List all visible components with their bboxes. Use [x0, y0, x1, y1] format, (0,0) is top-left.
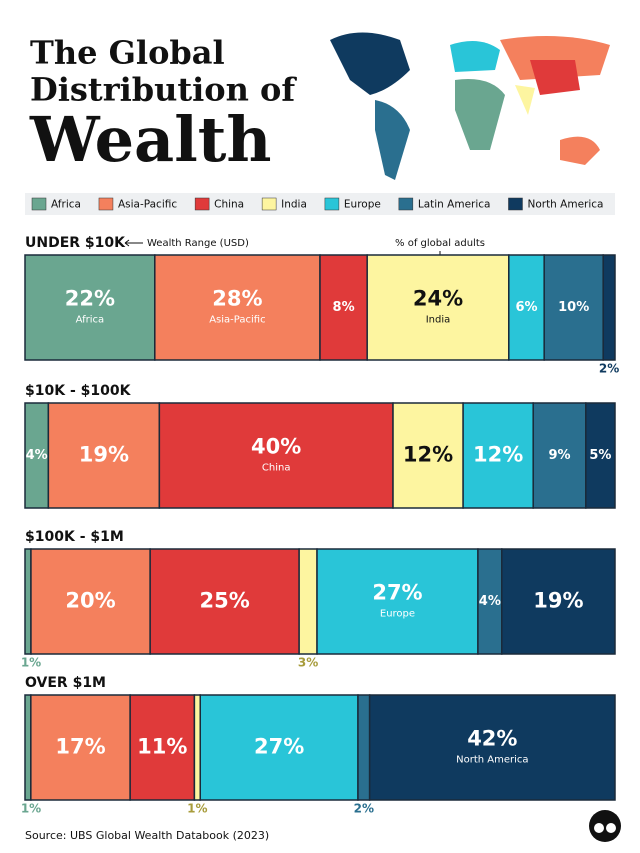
legend-label: India: [281, 199, 307, 211]
legend-swatch: [324, 197, 340, 211]
value-label: 3%: [298, 656, 318, 670]
legend-swatch: [398, 197, 414, 211]
value-label: 22%: [65, 287, 115, 311]
map-north-america: [330, 32, 410, 95]
value-label: 20%: [65, 589, 115, 613]
segment-label: North America: [456, 755, 528, 766]
value-label: 1%: [21, 802, 41, 816]
legend-swatch: [98, 197, 114, 211]
value-label: 42%: [467, 727, 517, 751]
row-label: UNDER $10K: [25, 235, 126, 251]
bar-segment: [24, 548, 32, 655]
annotation: Wealth Range (USD): [147, 238, 249, 249]
bar-segment: [193, 694, 201, 801]
legend-label: Europe: [344, 199, 381, 211]
bar-segment: [357, 694, 371, 801]
bar-segment: [158, 402, 394, 509]
value-label: 4%: [26, 448, 48, 463]
legend-swatch: [31, 197, 47, 211]
legend-background: [25, 193, 615, 215]
logo: [589, 810, 621, 842]
bar-segment: [199, 694, 359, 801]
legend-swatch: [508, 197, 523, 211]
segment-label: Europe: [380, 609, 415, 620]
value-label: 27%: [372, 581, 422, 605]
row-label: $100K - $1M: [25, 529, 124, 545]
legend-swatch: [261, 197, 277, 211]
legend-label: Latin America: [418, 199, 491, 211]
row-label: $10K - $100K: [25, 383, 132, 399]
bar-segment: [24, 254, 156, 361]
bar-segment: [30, 548, 151, 655]
map-europe: [450, 41, 500, 72]
value-label: 5%: [589, 448, 611, 463]
bar-segment: [24, 694, 32, 801]
title-line: The Global: [30, 34, 225, 72]
bar-segment: [129, 694, 196, 801]
bar-segment: [319, 254, 368, 361]
legend-label: Africa: [51, 199, 81, 211]
value-label: 12%: [403, 443, 453, 467]
map-india: [515, 85, 535, 115]
logo-eye: [594, 823, 604, 833]
annotation-arrow: [124, 239, 143, 247]
legend-label: North America: [527, 199, 603, 211]
title-line: Distribution of: [30, 71, 297, 109]
map-africa: [455, 79, 505, 150]
bar-segment: [585, 402, 616, 509]
value-label: 8%: [333, 300, 355, 315]
value-label: 19%: [533, 589, 583, 613]
map-latin-america: [375, 100, 410, 180]
row-label: OVER $1M: [25, 675, 106, 691]
value-label: 12%: [473, 443, 523, 467]
map-asia: [500, 36, 610, 80]
bar-segment: [366, 254, 510, 361]
segment-label: India: [426, 315, 451, 326]
bar-segment: [298, 548, 318, 655]
bar-segment: [149, 548, 300, 655]
map-china: [530, 60, 580, 95]
value-label: 28%: [212, 287, 262, 311]
title-line: Wealth: [29, 103, 271, 176]
bar-segment: [30, 694, 131, 801]
bar-segment: [602, 254, 616, 361]
segment-label: Asia-Pacific: [209, 315, 265, 326]
bar-segment: [368, 694, 616, 801]
legend-label: China: [214, 199, 244, 211]
bar-segment: [316, 548, 479, 655]
value-label: 9%: [548, 448, 570, 463]
value-label: 24%: [413, 287, 463, 311]
value-label: 17%: [55, 735, 105, 759]
source: Source: UBS Global Wealth Databook (2023…: [25, 829, 269, 842]
bar-segment: [154, 254, 321, 361]
bar-segment: [508, 254, 545, 361]
bar-segment: [501, 548, 616, 655]
legend-swatch: [194, 197, 210, 211]
annotation: % of global adults: [395, 238, 485, 249]
value-label: 1%: [187, 802, 207, 816]
value-label: 6%: [515, 300, 537, 315]
legend-label: Asia-Pacific: [118, 199, 177, 211]
value-label: 27%: [254, 735, 304, 759]
map-australia: [560, 136, 600, 165]
value-label: 2%: [354, 802, 374, 816]
value-label: 19%: [79, 443, 129, 467]
bar-segment: [462, 402, 534, 509]
value-label: 25%: [200, 589, 250, 613]
value-label: 11%: [137, 735, 187, 759]
world-map: [330, 32, 610, 180]
value-label: 1%: [21, 656, 41, 670]
logo-eye: [606, 823, 616, 833]
logo-circle: [589, 810, 621, 842]
value-label: 4%: [479, 594, 501, 609]
value-label: 40%: [251, 435, 301, 459]
value-label: 2%: [599, 362, 619, 376]
segment-label: China: [262, 463, 291, 474]
segment-label: Africa: [76, 315, 105, 326]
value-label: 10%: [558, 300, 589, 315]
